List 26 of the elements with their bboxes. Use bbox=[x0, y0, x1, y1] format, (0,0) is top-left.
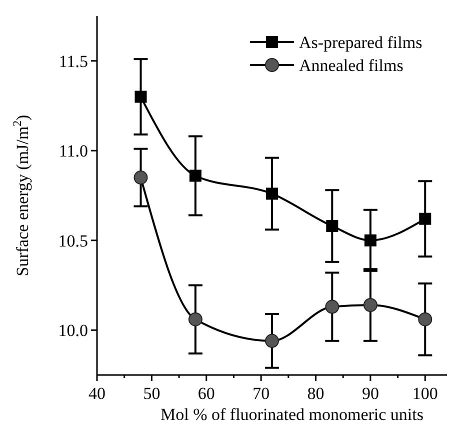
point bbox=[418, 312, 432, 326]
x-tick-label: 50 bbox=[143, 384, 160, 403]
point bbox=[266, 188, 278, 200]
point bbox=[134, 170, 148, 185]
x-tick-label: 40 bbox=[88, 384, 106, 403]
x-tick-label: 90 bbox=[362, 384, 379, 403]
y-tick-label: 11.0 bbox=[58, 142, 88, 161]
y-tick-label: 10.0 bbox=[58, 321, 88, 340]
x-tick-label: 100 bbox=[412, 384, 438, 403]
point bbox=[325, 300, 340, 314]
y-tick-label: 10.5 bbox=[58, 231, 88, 250]
point bbox=[188, 312, 202, 326]
x-tick-label: 80 bbox=[307, 384, 324, 403]
legend-label: Annealed films bbox=[299, 56, 404, 75]
point bbox=[364, 234, 376, 246]
point bbox=[419, 212, 432, 225]
point bbox=[363, 298, 378, 312]
x-tick-label: 70 bbox=[252, 384, 270, 403]
point bbox=[326, 220, 338, 232]
point bbox=[265, 334, 279, 348]
point bbox=[189, 170, 202, 182]
legend-label: As-prepared films bbox=[299, 33, 422, 52]
x-tick-label: 60 bbox=[198, 384, 215, 403]
point bbox=[134, 90, 147, 103]
y-tick-label: 11.5 bbox=[58, 52, 88, 71]
x-axis-title: Mol % of fluorinated monomeric units bbox=[160, 405, 424, 424]
